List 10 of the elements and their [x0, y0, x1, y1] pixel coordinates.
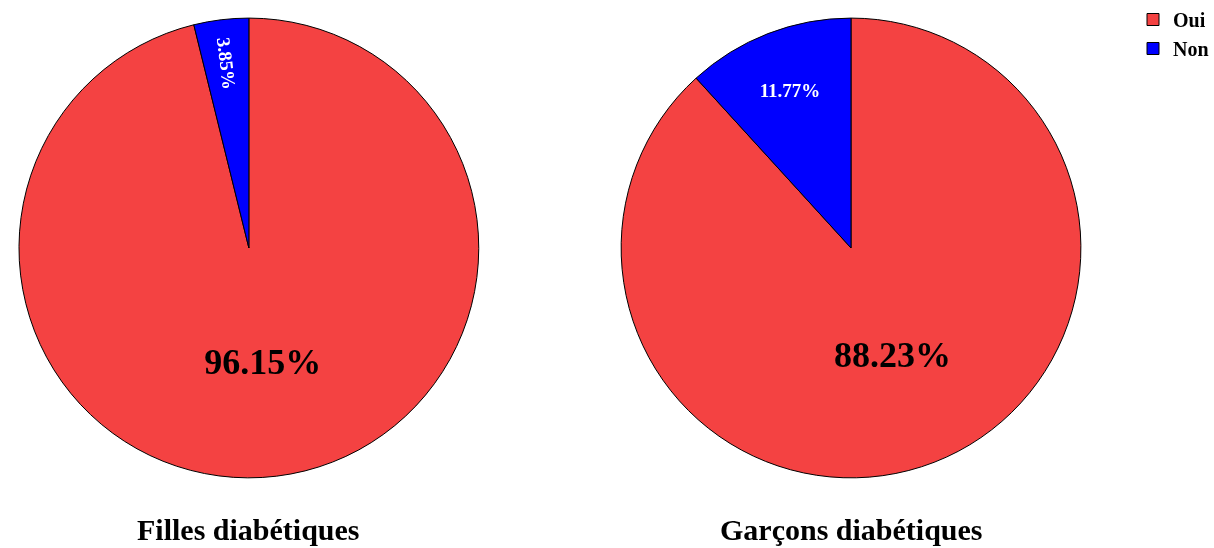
pie-slice [18, 17, 480, 478]
pie-slice [621, 17, 1082, 479]
legend-label: Oui [1173, 9, 1206, 32]
text: Garçons diabétiques [720, 513, 983, 546]
data-label: 96.15% [204, 342, 322, 383]
data-label: 88.23% [834, 335, 952, 376]
data-label: 11.77% [759, 80, 821, 102]
text: Filles diabétiques [137, 513, 360, 546]
data-label: 3.85% [212, 36, 240, 91]
legend-label: Non [1173, 38, 1209, 61]
